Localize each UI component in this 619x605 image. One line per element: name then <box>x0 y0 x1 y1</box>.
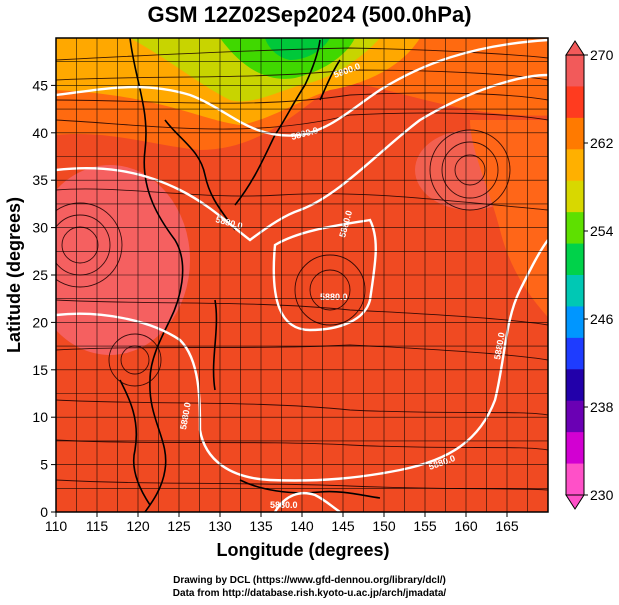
colorbar-segment <box>566 337 584 370</box>
contour-5880-loop <box>272 218 377 332</box>
colorbar: 270 262 254 246 238 230 <box>565 40 614 510</box>
coastlines <box>119 38 381 512</box>
y-tick-label: 25 <box>32 267 48 283</box>
y-axis-label: Latitude (degrees) <box>4 197 24 353</box>
credits: Drawing by DCL (https://www.gfd-dennou.o… <box>0 574 619 600</box>
y-tick-label: 35 <box>32 172 48 188</box>
contour-label-group: 5880.0 5880.0 5880.0 5880.0 5880.0 5880.… <box>178 61 507 510</box>
x-axis-ticks: 110 115 120 125 130 135 140 145 150 155 160 165 <box>45 512 519 534</box>
x-tick-label: 135 <box>249 518 273 534</box>
y-tick-label: 40 <box>32 125 48 141</box>
x-tick-label: 120 <box>126 518 150 534</box>
y-tick-label: 0 <box>40 504 48 520</box>
y-tick-label: 45 <box>32 77 48 93</box>
colorbar-segment <box>566 212 584 245</box>
gridlines <box>55 37 549 513</box>
y-tick-label: 10 <box>32 409 48 425</box>
warm-orange-east <box>470 120 548 318</box>
colorbar-segment <box>566 180 584 213</box>
x-tick-label: 110 <box>45 518 68 534</box>
colorbar-tick-label: 238 <box>590 399 614 415</box>
colorbar-frame <box>565 54 585 496</box>
credit-data: Data from http://database.rish.kyoto-u.a… <box>172 588 447 599</box>
colorbar-bottom-triangle <box>565 494 585 510</box>
x-tick-label: 115 <box>86 518 109 534</box>
colorbar-tick-label: 230 <box>590 487 614 503</box>
x-axis-label: Longitude (degrees) <box>216 540 389 560</box>
colorbar-segment <box>566 463 584 496</box>
colorbar-segment <box>566 117 584 150</box>
colorbar-segment <box>566 243 584 276</box>
colorbar-segment <box>566 369 584 402</box>
y-tick-label: 15 <box>32 362 48 378</box>
colorbar-segment <box>566 55 584 87</box>
colorbar-tick-label: 254 <box>590 223 614 239</box>
contour-label: 5880.0 <box>320 292 348 302</box>
x-tick-label: 160 <box>454 518 478 534</box>
colorbar-segment <box>566 86 584 119</box>
y-tick-label: 20 <box>32 314 48 330</box>
x-tick-label: 155 <box>413 518 437 534</box>
colorbar-segment <box>566 400 584 433</box>
y-tick-label: 5 <box>40 457 48 473</box>
credit-drawing: Drawing by DCL (https://www.gfd-dennou.o… <box>173 575 446 586</box>
y-tick-label: 30 <box>32 220 48 236</box>
colorbar-tick-label: 246 <box>590 311 614 327</box>
x-tick-label: 150 <box>372 518 396 534</box>
contour-label: 5880.0 <box>178 401 193 430</box>
colorbar-segment <box>566 306 584 339</box>
colorbar-segment <box>566 275 584 307</box>
colorbar-segment <box>566 149 584 182</box>
colorbar-tick-label: 270 <box>590 47 614 63</box>
x-tick-label: 145 <box>331 518 355 534</box>
colorbar-tick-label: 262 <box>590 135 614 151</box>
x-tick-label: 140 <box>290 518 314 534</box>
colorbar-segment <box>566 432 584 465</box>
colorbar-top-triangle <box>565 40 585 56</box>
x-tick-label: 130 <box>208 518 232 534</box>
chart-title: GSM 12Z02Sep2024 (500.0hPa) <box>147 2 472 27</box>
x-tick-label: 125 <box>167 518 191 534</box>
contour-label: 5880.0 <box>270 500 298 510</box>
contour-5800 <box>56 38 548 137</box>
contour-5880-bottom <box>273 491 341 512</box>
y-axis-ticks: 0 5 10 15 20 25 30 35 40 45 <box>32 77 56 520</box>
x-tick-label: 165 <box>495 518 519 534</box>
contour-5880-south <box>56 239 548 482</box>
